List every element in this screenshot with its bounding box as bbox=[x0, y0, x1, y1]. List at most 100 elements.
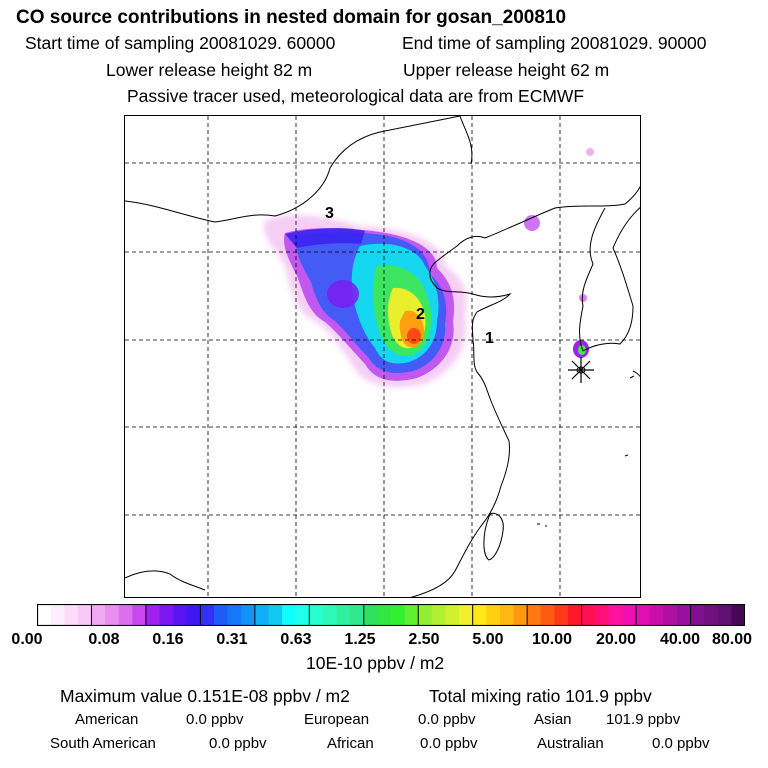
plume-west-blob bbox=[327, 280, 359, 308]
colorbar-unit-label: 10E-10 ppbv / m2 bbox=[306, 653, 445, 673]
end-time-label: End time of sampling 20081029. 90000 bbox=[402, 33, 707, 53]
colorbar-swatch bbox=[173, 604, 188, 626]
start-time-label: Start time of sampling 20081029. 60000 bbox=[25, 33, 336, 53]
bohai-coast bbox=[429, 235, 512, 442]
plume-spot-far-ne bbox=[586, 148, 594, 156]
taiwan-island bbox=[483, 512, 504, 561]
south-coast-west bbox=[125, 570, 206, 591]
colorbar-swatch bbox=[540, 604, 555, 626]
small-islands bbox=[537, 375, 635, 527]
colorbar-tick-label: 10.00 bbox=[531, 631, 573, 648]
colorbar-swatch bbox=[595, 604, 610, 626]
colorbar-swatch bbox=[77, 604, 92, 626]
colorbar-swatch bbox=[105, 604, 120, 626]
colorbar-swatch bbox=[472, 604, 487, 626]
colorbar-swatch bbox=[404, 604, 419, 626]
colorbar-swatch bbox=[186, 604, 201, 626]
colorbar-tick-label: 1.25 bbox=[344, 631, 376, 648]
region-label-3: 3 bbox=[325, 205, 334, 222]
plume-west-arm bbox=[285, 228, 365, 248]
colorbar-swatch bbox=[132, 604, 147, 626]
colorbar-swatch bbox=[690, 604, 705, 626]
colorbar-swatch bbox=[459, 604, 474, 626]
colorbar-tick-label: 0.31 bbox=[216, 631, 248, 648]
colorbar-swatch bbox=[581, 604, 596, 626]
border-northeast bbox=[459, 116, 473, 165]
colorbar-swatch bbox=[336, 604, 351, 626]
region-value-asian: 101.9 ppbv bbox=[606, 711, 681, 728]
colorbar-swatch bbox=[64, 604, 79, 626]
colorbar-swatch bbox=[527, 604, 542, 626]
colorbar-swatch bbox=[350, 604, 365, 626]
colorbar-swatch bbox=[622, 604, 637, 626]
region-name-south-american: South American bbox=[50, 735, 156, 752]
colorbar-tick-label: 0.16 bbox=[152, 631, 184, 648]
region-value-african: 0.0 ppbv bbox=[420, 735, 478, 752]
colorbar-swatch bbox=[227, 604, 242, 626]
colorbar-swatch bbox=[159, 604, 174, 626]
colorbar-swatch bbox=[37, 604, 52, 626]
colorbar-swatch bbox=[676, 604, 692, 626]
colorbar-swatch bbox=[145, 604, 161, 626]
colorbar-swatch bbox=[50, 604, 65, 626]
east-china-coast bbox=[410, 440, 510, 597]
colorbar-swatch bbox=[649, 604, 664, 626]
border-north bbox=[125, 116, 461, 223]
korea-west-coast bbox=[579, 207, 606, 352]
region-value-american: 0.0 ppbv bbox=[186, 711, 244, 728]
region-value-australian: 0.0 ppbv bbox=[652, 735, 710, 752]
colorbar-swatch bbox=[704, 604, 719, 626]
korea-south-east-coast bbox=[582, 207, 640, 352]
colorbar-swatch bbox=[568, 604, 583, 626]
colorbar-tick-label: 5.00 bbox=[472, 631, 504, 648]
colorbar-swatch bbox=[200, 604, 215, 626]
upper-release-height-label: Upper release height 62 m bbox=[403, 60, 610, 80]
colorbar-swatch bbox=[309, 604, 324, 626]
colorbar-swatch bbox=[363, 604, 378, 626]
colorbar-tick-label: 0.00 bbox=[11, 631, 43, 648]
map-panel: 3 2 1 bbox=[124, 115, 641, 598]
colorbar-tick-label: 0.08 bbox=[88, 631, 120, 648]
colorbar-swatch bbox=[241, 604, 256, 626]
region-name-african: African bbox=[327, 735, 374, 752]
region-label-2: 2 bbox=[416, 306, 425, 323]
colorbar-swatch bbox=[513, 604, 528, 626]
colorbar-swatch bbox=[322, 604, 338, 626]
colorbar-swatch bbox=[118, 604, 133, 626]
region-value-south-american: 0.0 ppbv bbox=[209, 735, 267, 752]
plume-jeju-green bbox=[578, 345, 586, 355]
lower-release-height-label: Lower release height 82 m bbox=[106, 60, 313, 80]
region-value-european: 0.0 ppbv bbox=[418, 711, 476, 728]
colorbar-swatch bbox=[91, 604, 106, 626]
colorbar-tick-label: 20.00 bbox=[595, 631, 637, 648]
tracer-info-line: Passive tracer used, meteorological data… bbox=[127, 86, 585, 106]
colorbar-swatch bbox=[282, 604, 297, 626]
colorbar-swatch bbox=[608, 604, 623, 626]
region-name-australian: Australian bbox=[537, 735, 604, 752]
map-canvas: 3 2 1 bbox=[125, 116, 640, 597]
region-name-asian: Asian bbox=[534, 711, 572, 728]
colorbar-tick-label: 40.00 bbox=[659, 631, 701, 648]
colorbar-swatch bbox=[214, 604, 229, 626]
colorbar-swatch bbox=[418, 604, 433, 626]
colorbar-tick-label: 80.00 bbox=[711, 631, 753, 648]
colorbar-swatch bbox=[663, 604, 678, 626]
concentration-plume bbox=[264, 148, 594, 388]
region-label-1: 1 bbox=[485, 330, 494, 347]
colorbar-swatch bbox=[499, 604, 515, 626]
colorbar-swatch bbox=[268, 604, 283, 626]
colorbar bbox=[37, 604, 745, 626]
colorbar-swatch bbox=[636, 604, 651, 626]
max-value-label: Maximum value 0.151E-08 ppbv / m2 bbox=[60, 686, 350, 706]
colorbar-swatch bbox=[445, 604, 460, 626]
border-korea-china bbox=[484, 185, 640, 239]
colorbar-swatch bbox=[486, 604, 501, 626]
coastlines bbox=[125, 116, 640, 597]
asterisk-icon bbox=[568, 357, 594, 383]
colorbar-tick-label: 0.63 bbox=[280, 631, 312, 648]
colorbar-swatch bbox=[731, 604, 745, 626]
japan-kyushu bbox=[632, 370, 640, 378]
plot-title: CO source contributions in nested domain… bbox=[16, 7, 567, 28]
colorbar-swatch bbox=[717, 604, 732, 626]
colorbar-tick-label: 2.50 bbox=[408, 631, 440, 648]
